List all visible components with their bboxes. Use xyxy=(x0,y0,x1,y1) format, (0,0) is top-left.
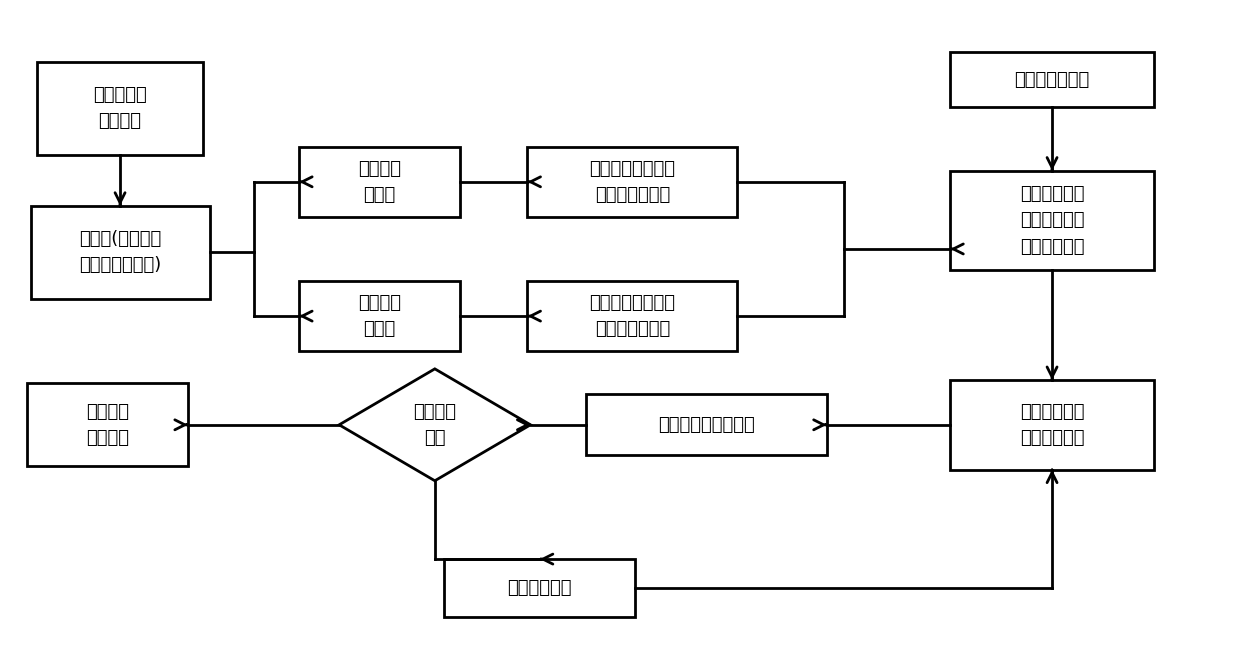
Text: 反射波地
震数据: 反射波地 震数据 xyxy=(358,294,401,339)
Bar xyxy=(527,281,738,352)
Text: 反射波走时、斜率
拾取及质量控制: 反射波走时、斜率 拾取及质量控制 xyxy=(589,294,676,339)
Text: 输出最终
反演结果: 输出最终 反演结果 xyxy=(87,402,129,447)
Bar xyxy=(527,146,738,217)
Text: 速度网格剖分: 速度网格剖分 xyxy=(507,579,572,597)
Text: 初至波地
震数据: 初至波地 震数据 xyxy=(358,159,401,204)
Text: 输出得到的速度模型: 输出得到的速度模型 xyxy=(658,416,755,434)
Text: 预处理(滤波、切
除、增益、提取): 预处理(滤波、切 除、增益、提取) xyxy=(79,230,161,274)
Bar xyxy=(27,383,188,466)
Bar xyxy=(31,206,210,299)
Text: 起伏地表的
地震资料: 起伏地表的 地震资料 xyxy=(93,86,146,130)
Bar xyxy=(444,559,635,617)
Polygon shape xyxy=(340,369,531,481)
Text: 是否剖分
模型: 是否剖分 模型 xyxy=(413,402,456,447)
Bar xyxy=(587,395,827,455)
Text: 射线段参数初
始化及射线段
参数优化反演: 射线段参数初 始化及射线段 参数优化反演 xyxy=(1019,184,1084,255)
Text: 初至波走时、斜率
拾取及质量控制: 初至波走时、斜率 拾取及质量控制 xyxy=(589,159,676,204)
Bar xyxy=(299,281,460,352)
Text: 速度和射线段
参数联合反演: 速度和射线段 参数联合反演 xyxy=(1019,402,1084,447)
Text: 速度模型初始化: 速度模型初始化 xyxy=(1014,70,1090,88)
Bar xyxy=(950,380,1154,470)
Bar xyxy=(950,171,1154,270)
Bar xyxy=(950,52,1154,106)
Bar xyxy=(37,62,203,155)
Bar xyxy=(299,146,460,217)
